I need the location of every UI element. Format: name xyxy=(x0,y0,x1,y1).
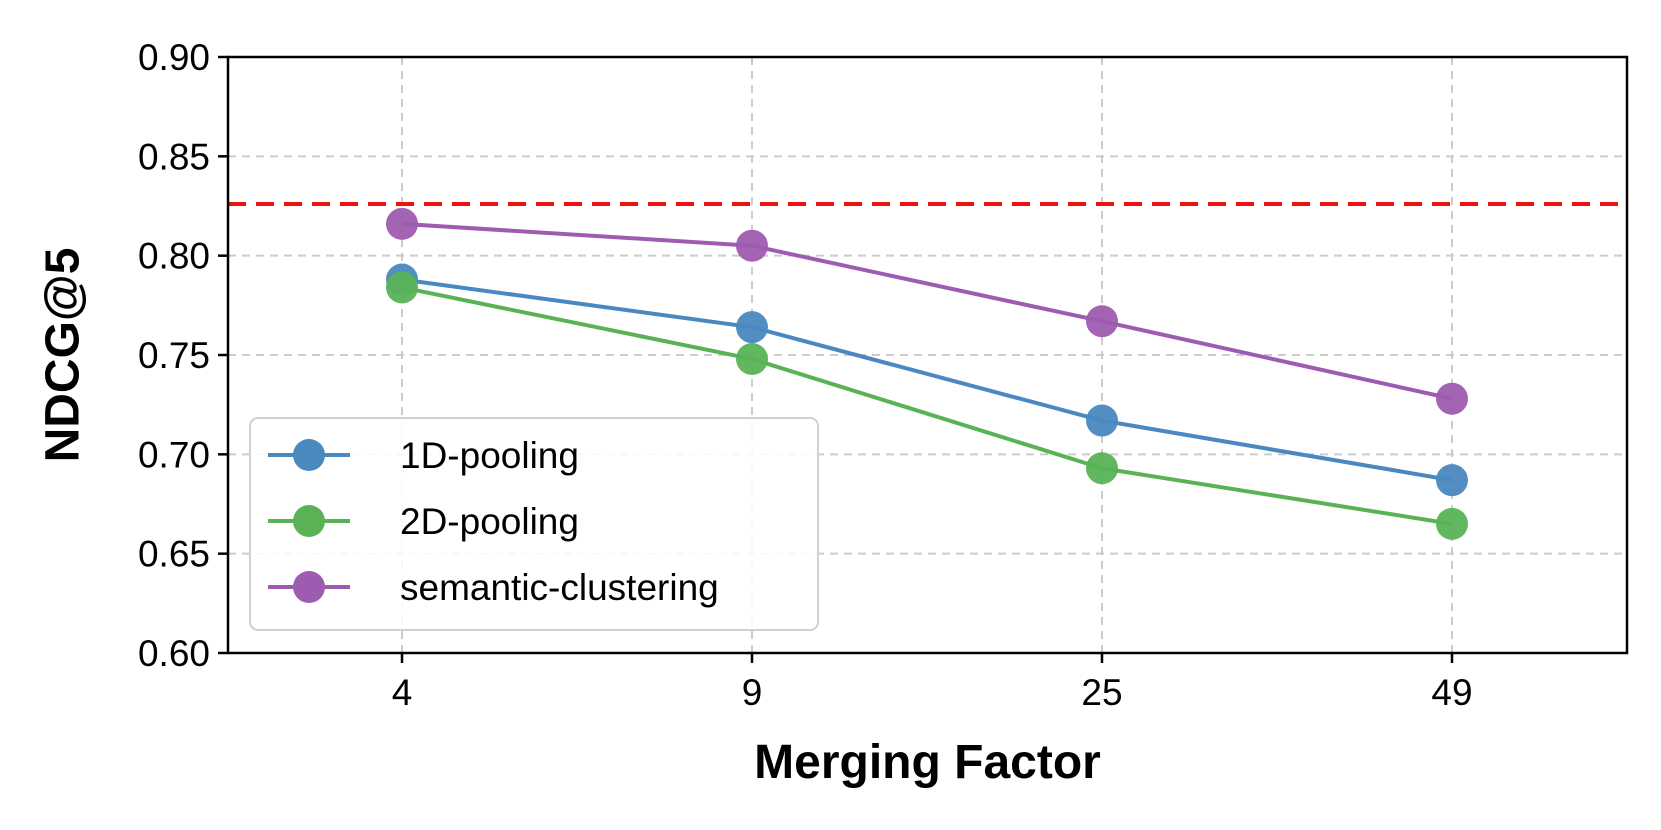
legend-swatch-marker xyxy=(293,505,325,537)
legend-box xyxy=(249,417,819,631)
y-tick-label: 0.60 xyxy=(138,633,210,674)
series-1D-pooling xyxy=(386,263,1468,497)
series-layer xyxy=(386,207,1468,540)
legend-swatch-marker xyxy=(293,571,325,603)
legend-swatch-marker xyxy=(293,439,325,471)
data-point-2D-pooling-49 xyxy=(1436,507,1468,540)
legend-label: 1D-pooling xyxy=(400,435,579,476)
x-tick-label: 4 xyxy=(392,672,413,713)
data-point-1D-pooling-9 xyxy=(736,311,768,344)
y-tick-label: 0.70 xyxy=(138,434,210,475)
data-point-semantic-clustering-4 xyxy=(386,207,418,240)
data-point-1D-pooling-49 xyxy=(1436,464,1468,497)
data-point-semantic-clustering-25 xyxy=(1086,305,1118,338)
y-axis-title: NDCG@5 xyxy=(37,248,90,463)
legend-item: semantic-clustering xyxy=(268,567,719,608)
x-axis-ticks: 4 9 25 49 xyxy=(392,653,1473,713)
data-point-2D-pooling-4 xyxy=(386,271,418,304)
series-line-1D-pooling xyxy=(401,277,1453,483)
data-point-2D-pooling-25 xyxy=(1086,452,1118,485)
legend-label: 2D-pooling xyxy=(400,501,579,542)
data-point-1D-pooling-25 xyxy=(1086,404,1118,437)
y-tick-label: 0.80 xyxy=(138,236,210,277)
legend-label: semantic-clustering xyxy=(400,567,719,608)
series-line-2D-pooling xyxy=(401,285,1453,526)
y-tick-label: 0.90 xyxy=(138,37,210,78)
x-tick-label: 25 xyxy=(1081,672,1122,713)
data-point-2D-pooling-9 xyxy=(736,342,768,375)
x-axis-title: Merging Factor xyxy=(754,736,1101,789)
data-point-semantic-clustering-9 xyxy=(736,229,768,262)
series-semantic-clustering xyxy=(386,207,1468,415)
y-axis-ticks: 0.60 0.65 0.70 0.75 0.80 0.85 0.90 xyxy=(138,37,228,674)
data-point-semantic-clustering-49 xyxy=(1436,382,1468,415)
x-tick-label: 49 xyxy=(1431,672,1472,713)
legend-item: 2D-pooling xyxy=(268,501,579,542)
legend-item: 1D-pooling xyxy=(268,435,579,476)
series-line-semantic-clustering xyxy=(401,221,1453,401)
y-tick-label: 0.65 xyxy=(138,534,210,575)
y-tick-label: 0.75 xyxy=(138,335,210,376)
series-2D-pooling xyxy=(386,271,1468,540)
y-tick-label: 0.85 xyxy=(138,136,210,177)
legend: 1D-pooling 2D-pooling semantic-clustering xyxy=(249,417,819,631)
x-tick-label: 9 xyxy=(742,672,763,713)
